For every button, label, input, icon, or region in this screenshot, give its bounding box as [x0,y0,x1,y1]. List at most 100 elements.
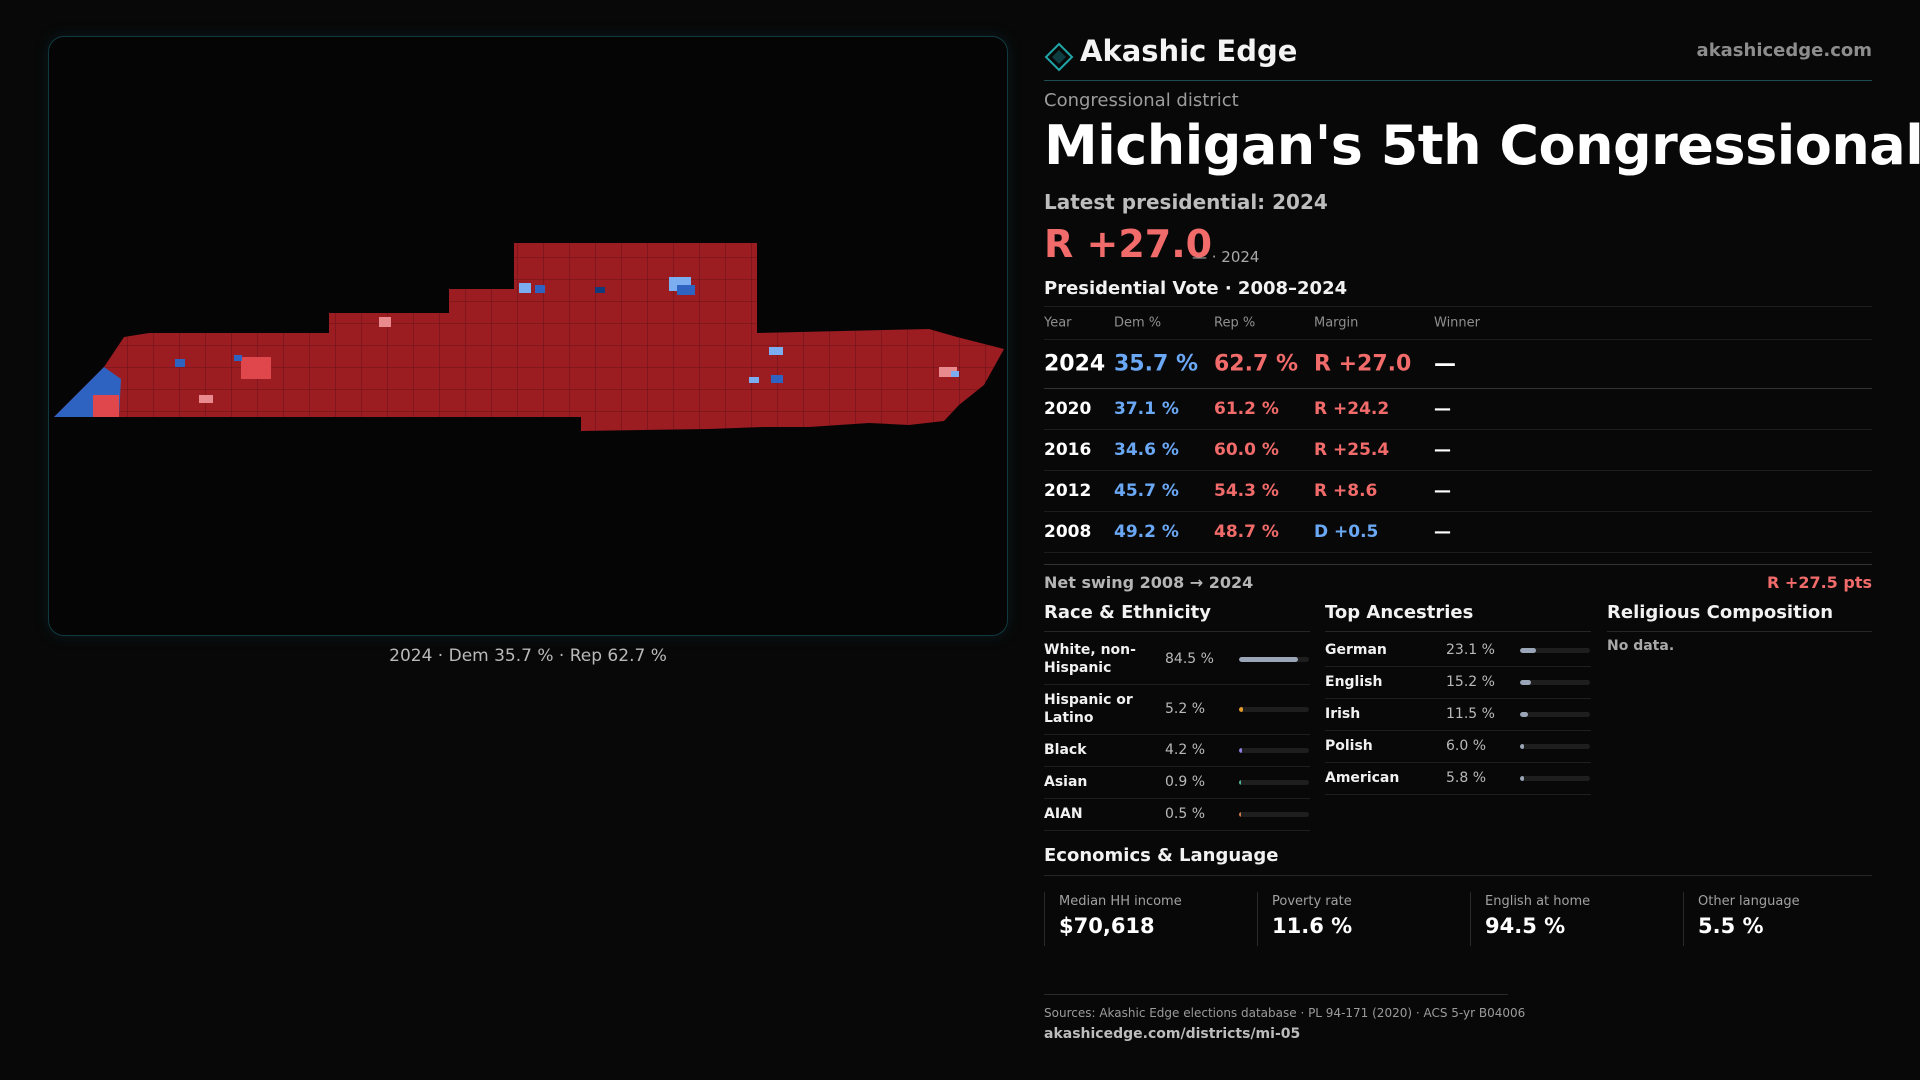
district-shape [54,243,1004,431]
race-ethnicity-title: Race & Ethnicity [1044,602,1211,623]
table-header-row: Year Dem % Rep % Margin Winner [1044,307,1872,340]
row-winner: — [1434,399,1451,419]
ancestry-bar-fill [1520,648,1537,653]
map-caption: 2024 · Dem 35.7 % · Rep 62.7 % [389,646,667,666]
religion-no-data: No data. [1607,638,1675,654]
ancestry-bar [1520,776,1590,781]
race-pct: 0.9 % [1165,774,1206,790]
ancestry-row: Irish 11.5 % [1325,698,1591,731]
row-year: 2024 [1044,351,1106,377]
ancestry-pct: 23.1 % [1446,642,1495,658]
top-ancestries-title: Top Ancestries [1325,602,1474,623]
religious-composition-title: Religious Composition [1607,602,1834,623]
race-bar [1239,657,1309,662]
latest-margin-sub: — · 2024 [1192,248,1260,266]
race-bar [1239,748,1309,753]
table-row: 2008 49.2 % 48.7 % D +0.5 — [1044,512,1872,553]
stat-poverty-rate: Poverty rate 11.6 % [1257,892,1470,946]
ancestry-pct: 15.2 % [1446,674,1495,690]
race-bar-fill [1239,812,1241,817]
ancestry-bar [1520,648,1590,653]
latest-presidential-label: Latest presidential: 2024 [1044,190,1328,214]
ancestry-pct: 6.0 % [1446,738,1487,754]
race-bar-fill [1239,748,1242,753]
ancestry-name: Irish [1325,706,1361,722]
header-dem: Dem % [1114,315,1162,331]
presidential-vote-title: Presidential Vote · 2008–2024 [1044,278,1348,299]
dem-precincts [54,277,959,417]
row-rep: 54.3 % [1214,481,1279,501]
race-bar-fill [1239,707,1243,712]
header-year: Year [1044,315,1072,331]
race-bar [1239,780,1309,785]
page-title: Michigan's 5th Congressional District [1044,114,1920,177]
row-year: 2016 [1044,440,1092,460]
ancestry-pct: 5.8 % [1446,770,1487,786]
district-map-svg [54,243,1004,431]
ancestry-name: Polish [1325,738,1373,754]
brand-header: Akashic Edge akashicedge.com [1044,30,1872,81]
divider [1044,994,1508,995]
ancestry-bar-fill [1520,680,1531,685]
race-bar-fill [1239,780,1241,785]
net-swing-row: Net swing 2008 → 2024 R +27.5 pts [1044,564,1872,601]
stat-label: Poverty rate [1272,894,1352,909]
race-row: Hispanic or Latino 5.2 % [1044,684,1310,735]
ancestry-bar-fill [1520,744,1525,749]
stat-other-language: Other language 5.5 % [1683,892,1896,946]
district-map[interactable] [48,36,1008,636]
row-dem: 49.2 % [1114,522,1179,542]
stat-label: English at home [1485,894,1591,909]
brand-url-link[interactable]: akashicedge.com [1696,40,1872,61]
row-winner: — [1434,351,1456,377]
row-rep: 48.7 % [1214,522,1279,542]
district-kind: Congressional district [1044,90,1239,111]
stat-english-at-home: English at home 94.5 % [1470,892,1683,946]
stat-median-income: Median HH income $70,618 [1044,892,1257,946]
row-winner: — [1434,522,1451,542]
stat-label: Other language [1698,894,1800,909]
district-url-link[interactable]: akashicedge.com/districts/mi-05 [1044,1026,1301,1042]
race-bar [1239,707,1309,712]
ancestry-name: English [1325,674,1383,690]
divider [1607,631,1872,632]
race-name: AIAN [1044,806,1083,822]
ancestry-bar [1520,744,1590,749]
stat-value: 94.5 % [1485,914,1566,938]
race-name: Asian [1044,774,1088,790]
race-bar-fill [1239,657,1299,662]
divider [1325,631,1591,632]
race-pct: 4.2 % [1165,742,1206,758]
race-row: White, non-Hispanic 84.5 % [1044,634,1310,685]
ancestry-row: American 5.8 % [1325,762,1591,795]
row-margin: R +24.2 [1314,399,1390,419]
header-margin: Margin [1314,315,1359,331]
row-year: 2012 [1044,481,1092,501]
district-info-panel: Akashic Edge akashicedge.com Congression… [1044,0,1920,1080]
presidential-vote-table: Year Dem % Rep % Margin Winner 2024 35.7… [1044,306,1872,553]
row-winner: — [1434,440,1451,460]
diamond-logo-icon [1044,42,1074,72]
race-name: White, non-Hispanic [1044,642,1136,676]
divider [1044,875,1872,876]
row-year: 2020 [1044,399,1092,419]
race-pct: 5.2 % [1165,701,1206,717]
race-bar [1239,812,1309,817]
race-row: AIAN 0.5 % [1044,798,1310,831]
header-rep: Rep % [1214,315,1256,331]
race-pct: 0.5 % [1165,806,1206,822]
table-row: 2024 35.7 % 62.7 % R +27.0 — [1044,340,1872,389]
net-swing-value: R +27.5 pts [1767,573,1872,592]
stat-label: Median HH income [1059,894,1182,909]
row-rep: 60.0 % [1214,440,1279,460]
row-year: 2008 [1044,522,1092,542]
ancestry-pct: 11.5 % [1446,706,1495,722]
row-dem: 35.7 % [1114,351,1198,377]
brand-name[interactable]: Akashic Edge [1080,34,1298,68]
race-row: Black 4.2 % [1044,734,1310,767]
ancestry-row: English 15.2 % [1325,666,1591,699]
table-row: 2020 37.1 % 61.2 % R +24.2 — [1044,389,1872,430]
row-margin: R +8.6 [1314,481,1378,501]
header-winner: Winner [1434,315,1481,331]
row-winner: — [1434,481,1451,501]
